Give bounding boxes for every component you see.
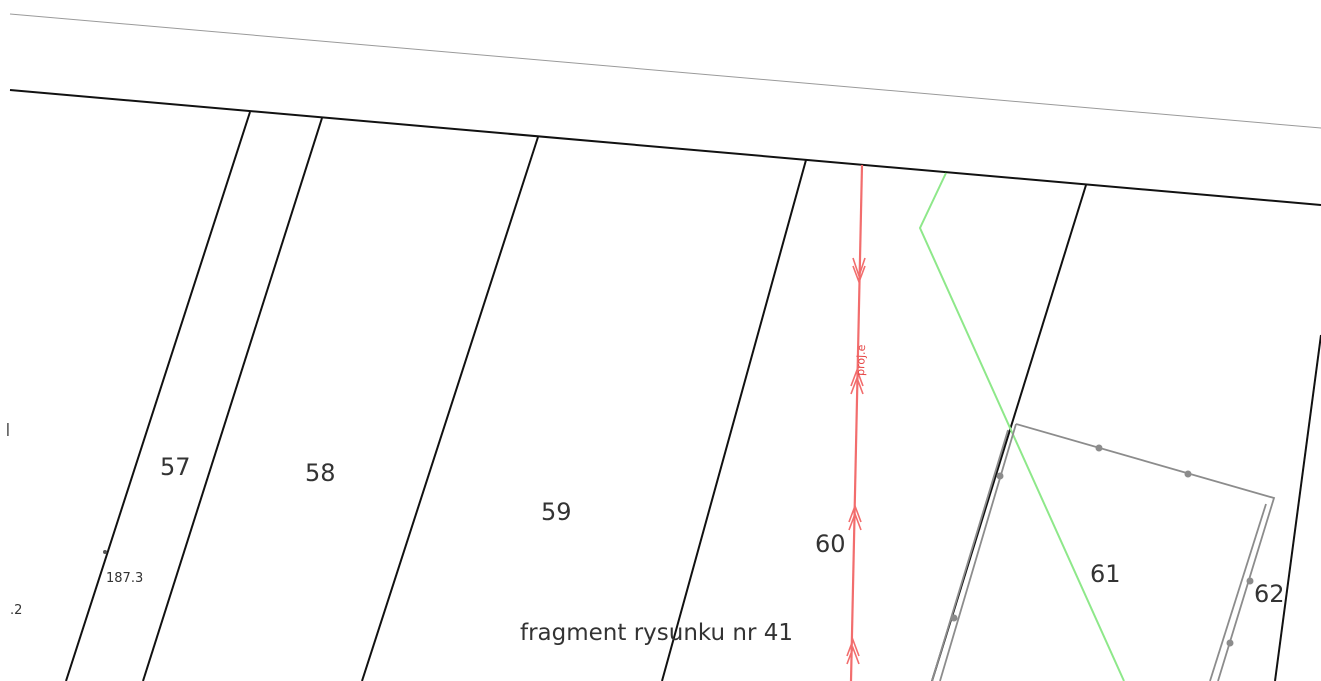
- parcel-boundary-line: [361, 136, 539, 681]
- parcel-label-61: 61: [1090, 560, 1121, 588]
- vertex-dot: [950, 614, 958, 622]
- arrow-icon: [846, 637, 860, 657]
- road-edge-thin: [9, 13, 1321, 129]
- vertex-dot: [1184, 470, 1192, 478]
- vertex-dot: [1226, 639, 1234, 647]
- projected-line-label: proj.e: [854, 344, 868, 376]
- parcel-boundary-line: [661, 159, 807, 681]
- road-boundary: [9, 89, 1321, 206]
- parcel-label-57: 57: [160, 453, 191, 481]
- building-outline: [939, 423, 1017, 681]
- parcel-label-62: 62: [1254, 580, 1285, 608]
- building-outline: [1015, 423, 1276, 681]
- measurement-label: 187.3: [106, 571, 143, 586]
- vertex-dot: [996, 472, 1004, 480]
- arrow-icon: [852, 257, 866, 279]
- projected-line: [849, 164, 864, 681]
- building-outline-inner: [931, 429, 1009, 681]
- arrow-icon: [848, 503, 862, 523]
- arrow-icon: [850, 367, 864, 387]
- arrow-icon: [850, 375, 864, 395]
- parcel-label-60: 60: [815, 530, 846, 558]
- survey-point: [103, 550, 107, 554]
- parcel-boundary-line: [65, 111, 251, 681]
- arrow-icon: [848, 511, 862, 531]
- parcel-boundary-line: [1274, 334, 1321, 681]
- parcel-label-59: 59: [541, 498, 572, 526]
- green-boundary-line: [918, 172, 1125, 681]
- edge-fragment-label: .2: [10, 603, 22, 618]
- edge-fragment-label: ǀ: [6, 422, 10, 437]
- vertex-dot: [1095, 444, 1103, 452]
- parcel-boundary-line: [142, 117, 323, 681]
- arrow-icon: [852, 265, 866, 285]
- arrow-icon: [846, 645, 860, 665]
- parcel-label-58: 58: [305, 459, 336, 487]
- building-outline-inner: [1209, 503, 1267, 681]
- drawing-caption: fragment rysunku nr 41: [520, 620, 793, 646]
- vertex-dot: [1246, 577, 1254, 585]
